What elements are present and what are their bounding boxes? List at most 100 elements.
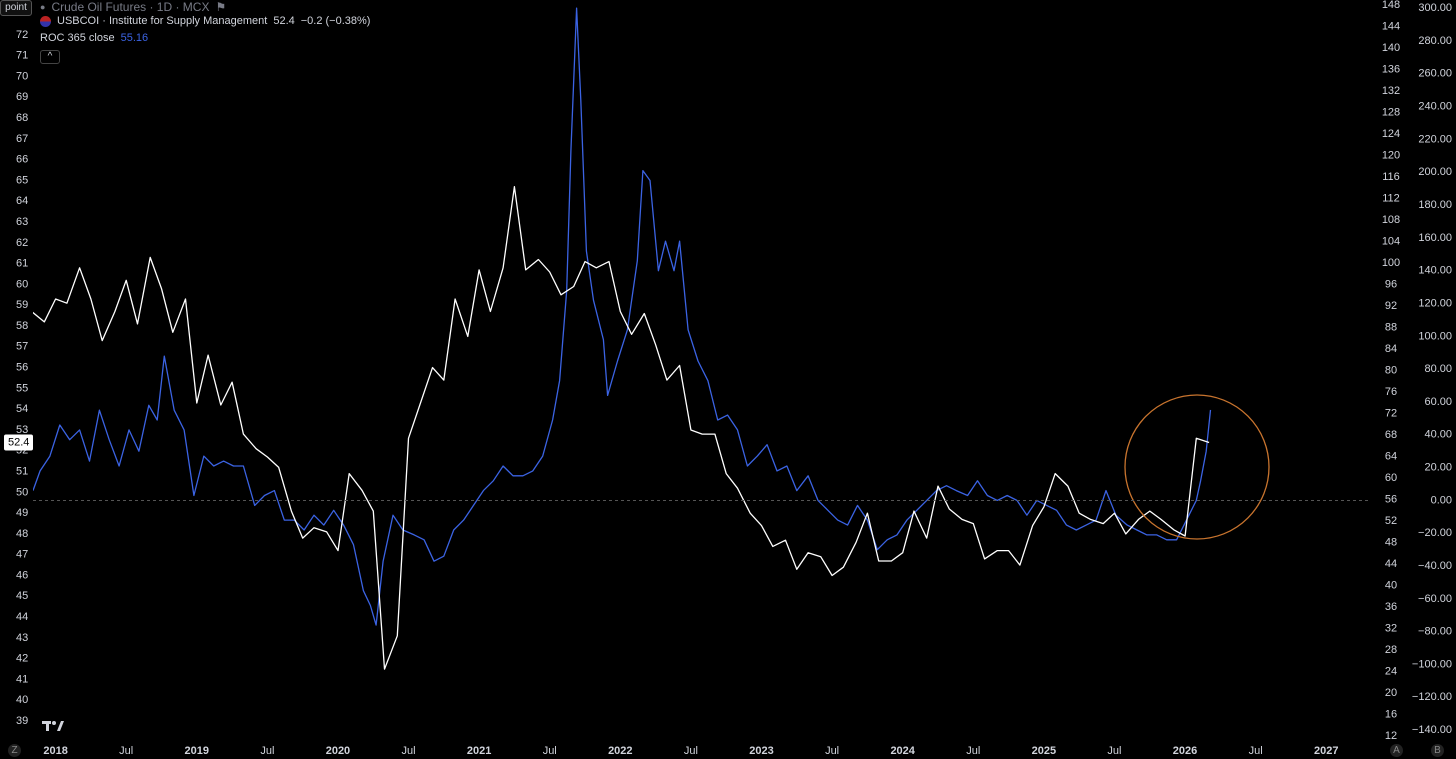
y-tick-label: 61 bbox=[16, 258, 28, 270]
point-button[interactable]: point bbox=[0, 0, 32, 16]
price-tick-label: 100 bbox=[1382, 257, 1400, 269]
x-tick-label: 2018 bbox=[43, 745, 67, 757]
x-tick-label: 2020 bbox=[326, 745, 350, 757]
y-tick-label: 66 bbox=[16, 154, 28, 166]
y-tick-label: 49 bbox=[16, 507, 28, 519]
price-tick-label: 104 bbox=[1382, 235, 1400, 247]
us-flag bbox=[40, 15, 51, 27]
price-marker: 52.4 bbox=[8, 436, 29, 448]
y-tick-label: 55 bbox=[16, 382, 28, 394]
price-tick-label: 48 bbox=[1385, 536, 1397, 548]
x-tick-label: Jul bbox=[684, 745, 698, 757]
x-tick-label: 2019 bbox=[185, 745, 209, 757]
y-tick-label: 68 bbox=[16, 112, 28, 124]
y-tick-label: 43 bbox=[16, 632, 28, 644]
price-tick-label: 44 bbox=[1385, 558, 1397, 570]
legend-change: −0.2 (−0.38%) bbox=[300, 15, 371, 27]
price-tick-label: 12 bbox=[1385, 730, 1397, 742]
y-tick-label: 69 bbox=[16, 91, 28, 103]
y-tick-label: 63 bbox=[16, 216, 28, 228]
series-line bbox=[33, 7, 1212, 626]
price-tick-label: 140 bbox=[1382, 42, 1400, 54]
y2-tick-label: 160.00 bbox=[1418, 232, 1452, 244]
price-tick-label: 72 bbox=[1385, 407, 1397, 419]
price-tick-label: 80 bbox=[1385, 364, 1397, 376]
y2-tick-label: 260.00 bbox=[1418, 68, 1452, 80]
x-tick-label: 2021 bbox=[467, 745, 491, 757]
price-tick-label: 96 bbox=[1385, 278, 1397, 290]
x-tick-label: 2022 bbox=[608, 745, 632, 757]
y-tick-label: 71 bbox=[16, 50, 28, 62]
y-tick-label: 50 bbox=[16, 486, 28, 498]
x-tick-label: Jul bbox=[966, 745, 980, 757]
drop-icon: ● bbox=[40, 2, 46, 12]
price-tick-label: 40 bbox=[1385, 579, 1397, 591]
y-tick-label: 53 bbox=[16, 424, 28, 436]
x-tick-label: 2023 bbox=[749, 745, 773, 757]
y-tick-label: 60 bbox=[16, 278, 28, 290]
y-tick-label: 41 bbox=[16, 673, 28, 685]
price-tick-label: 76 bbox=[1385, 386, 1397, 398]
legend-value: 52.4 bbox=[273, 15, 295, 27]
y2-tick-label: −20.00 bbox=[1418, 527, 1452, 539]
y2-tick-label: 0.00 bbox=[1431, 494, 1452, 506]
y2-tick-label: 280.00 bbox=[1418, 35, 1452, 47]
x-tick-label: 2026 bbox=[1173, 745, 1197, 757]
highlight-circle bbox=[1124, 394, 1270, 540]
y2-tick-label: 180.00 bbox=[1418, 199, 1452, 211]
y-tick-label: 58 bbox=[16, 320, 28, 332]
y2-tick-label: 240.00 bbox=[1418, 101, 1452, 113]
price-tick-label: 68 bbox=[1385, 429, 1397, 441]
legend-value: 55.16 bbox=[120, 32, 149, 44]
y-tick-label: 57 bbox=[16, 341, 28, 353]
x-tick-label: Jul bbox=[260, 745, 274, 757]
price-tick-label: 36 bbox=[1385, 601, 1397, 613]
y-tick-label: 46 bbox=[16, 569, 28, 581]
price-tick-label: 120 bbox=[1382, 149, 1400, 161]
price-tick-label: 16 bbox=[1385, 708, 1397, 720]
price-tick-label: 20 bbox=[1385, 687, 1397, 699]
y-tick-label: 47 bbox=[16, 549, 28, 561]
y-tick-label: 54 bbox=[16, 403, 28, 415]
y2-tick-label: 120.00 bbox=[1418, 297, 1452, 309]
y-tick-label: 51 bbox=[16, 465, 28, 477]
y-tick-label: 40 bbox=[16, 694, 28, 706]
y2-tick-label: 200.00 bbox=[1418, 166, 1452, 178]
y-tick-label: 44 bbox=[16, 611, 28, 623]
price-tick-label: 84 bbox=[1385, 343, 1397, 355]
y-tick-label: 45 bbox=[16, 590, 28, 602]
auto-button[interactable]: A bbox=[1390, 744, 1403, 757]
b-button[interactable]: B bbox=[1431, 744, 1444, 757]
y-tick-label: 64 bbox=[16, 195, 28, 207]
x-tick-label: Jul bbox=[543, 745, 557, 757]
y-tick-label: 39 bbox=[16, 715, 28, 727]
y2-tick-label: −100.00 bbox=[1412, 658, 1452, 670]
x-tick-label: Jul bbox=[402, 745, 416, 757]
price-tick-label: 132 bbox=[1382, 85, 1400, 97]
legend-name: ROC 365 close bbox=[40, 32, 115, 44]
collapse-button[interactable]: ^ bbox=[40, 50, 60, 64]
y2-tick-label: 300.00 bbox=[1418, 2, 1452, 14]
x-tick-label: Jul bbox=[825, 745, 839, 757]
x-tick-label: Jul bbox=[1107, 745, 1121, 757]
y2-tick-label: 40.00 bbox=[1424, 429, 1452, 441]
price-tick-label: 112 bbox=[1382, 192, 1400, 204]
y-tick-label: 42 bbox=[16, 653, 28, 665]
price-marker-box bbox=[4, 434, 33, 451]
y2-tick-label: 20.00 bbox=[1424, 462, 1452, 474]
y2-tick-label: 60.00 bbox=[1424, 396, 1452, 408]
price-tick-label: 24 bbox=[1385, 665, 1397, 677]
y2-tick-label: 80.00 bbox=[1424, 363, 1452, 375]
y-tick-label: 59 bbox=[16, 299, 28, 311]
x-tick-label: 2027 bbox=[1314, 745, 1338, 757]
y-tick-label: 72 bbox=[16, 29, 28, 41]
price-tick-label: 148 bbox=[1382, 0, 1400, 11]
zoom-button[interactable]: Z bbox=[8, 744, 21, 757]
symbol-header: ● Crude Oil Futures · 1D · MCX ⚑ bbox=[40, 0, 226, 14]
y2-tick-label: −140.00 bbox=[1412, 724, 1452, 736]
price-tick-label: 144 bbox=[1382, 20, 1400, 32]
y2-tick-label: −60.00 bbox=[1418, 593, 1452, 605]
price-tick-label: 64 bbox=[1385, 450, 1397, 462]
y2-tick-label: 140.00 bbox=[1418, 265, 1452, 277]
